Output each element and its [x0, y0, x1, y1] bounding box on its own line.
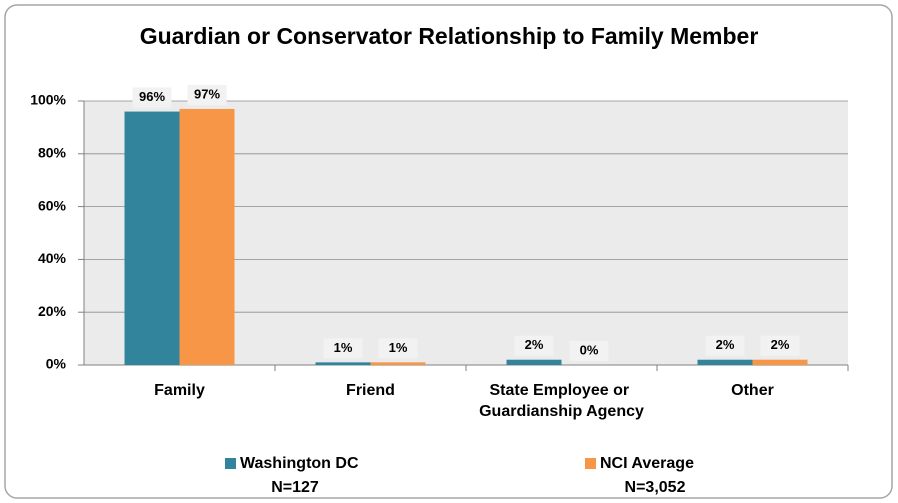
data-label-box — [760, 335, 800, 356]
legend-swatch — [225, 458, 236, 469]
y-tick-label: 40% — [38, 250, 67, 266]
data-label-box — [323, 338, 363, 359]
x-tick-label: Other — [731, 382, 774, 399]
legend-n: N=3,052 — [625, 479, 686, 496]
legend-label: Washington DC — [240, 455, 359, 472]
data-label: 1% — [334, 340, 353, 355]
data-label-box — [378, 338, 418, 359]
bar — [752, 359, 808, 365]
chart-title: Guardian or Conservator Relationship to … — [140, 23, 759, 49]
bar — [370, 362, 426, 365]
y-tick-label: 60% — [38, 197, 67, 213]
data-label-box — [705, 335, 745, 356]
data-label: 2% — [525, 337, 544, 352]
data-label-box — [187, 84, 227, 105]
data-label: 0% — [580, 342, 599, 357]
data-label: 96% — [139, 89, 165, 104]
bar — [697, 359, 753, 365]
bar — [506, 359, 562, 365]
bar — [315, 362, 371, 365]
y-tick-label: 20% — [38, 303, 67, 319]
data-label-box — [132, 87, 172, 108]
data-label: 1% — [389, 340, 408, 355]
x-tick-label: State Employee or Guardianship Agency — [479, 382, 644, 420]
data-label: 2% — [716, 337, 735, 352]
legend-label: NCI Average — [600, 455, 694, 472]
data-label: 2% — [771, 337, 790, 352]
legend-swatch — [585, 458, 596, 469]
y-tick-label: 0% — [46, 356, 67, 372]
y-tick-label: 80% — [38, 145, 67, 161]
x-tick-label: Family — [154, 382, 205, 399]
x-tick-label: Friend — [346, 382, 395, 399]
data-label: 97% — [194, 86, 220, 101]
data-label-box — [514, 335, 554, 356]
bar — [124, 111, 180, 365]
legend-n: N=127 — [271, 479, 319, 496]
y-tick-label: 100% — [30, 92, 66, 108]
bar — [179, 108, 235, 366]
data-label-box — [569, 341, 609, 361]
